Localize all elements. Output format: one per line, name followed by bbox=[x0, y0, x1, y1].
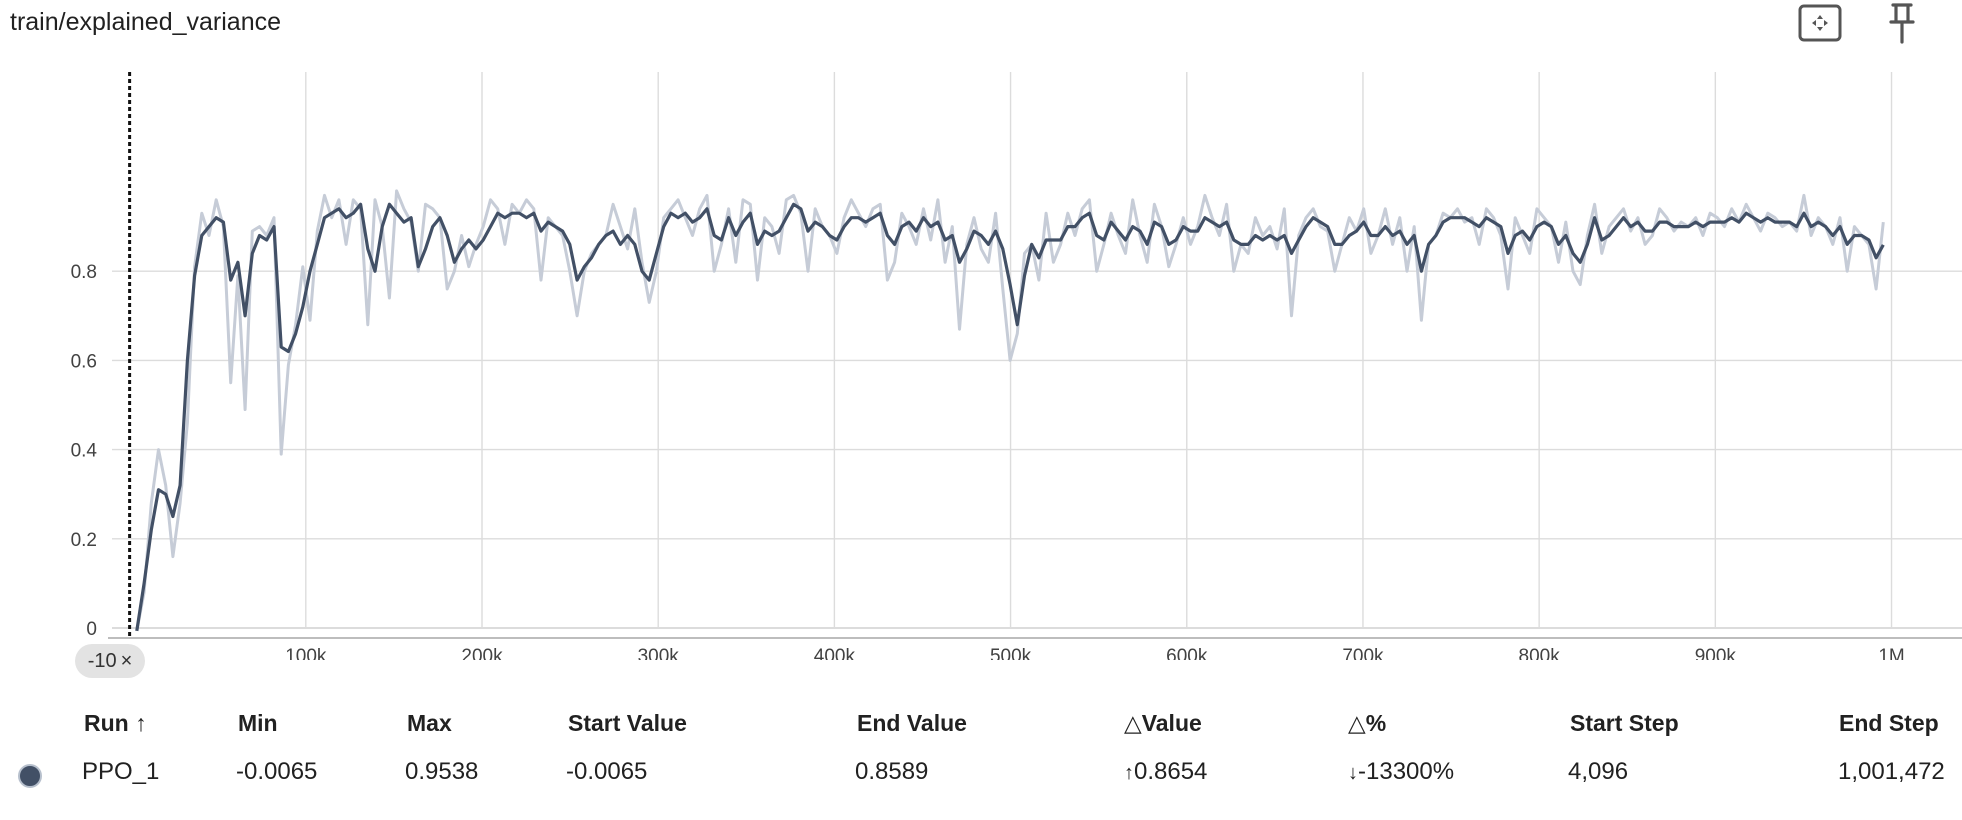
x-tick-label: 500k bbox=[990, 646, 1032, 660]
y-tick-label: 0.8 bbox=[71, 262, 97, 283]
smoothed-series-line bbox=[135, 202, 1885, 632]
cell-delta-value: ↑0.8654 bbox=[1124, 758, 1207, 786]
x-tick-label: 300k bbox=[638, 646, 680, 660]
chip-label: -10 bbox=[87, 649, 117, 672]
cell-max: 0.9538 bbox=[405, 758, 479, 785]
cell-min: -0.0065 bbox=[236, 758, 318, 785]
cell-end-step: 1,001,472 bbox=[1838, 758, 1945, 785]
down-arrow-icon: ↓ bbox=[1348, 762, 1358, 784]
column-header-delta-value[interactable]: △Value bbox=[1124, 710, 1202, 736]
up-arrow-icon: ↑ bbox=[1124, 762, 1134, 784]
fullscreen-icon bbox=[1798, 4, 1842, 42]
column-header-end-step[interactable]: End Step bbox=[1839, 710, 1939, 736]
x-tick-label: 900k bbox=[1695, 646, 1737, 660]
y-tick-label: 0.2 bbox=[71, 530, 97, 551]
y-tick-label: 0.4 bbox=[71, 441, 98, 462]
delta-value-text: 0.8654 bbox=[1134, 758, 1208, 785]
x-axis-filter-chip[interactable]: -10 × bbox=[75, 644, 145, 678]
column-header-min[interactable]: Min bbox=[238, 710, 278, 736]
x-tick-label: 1M bbox=[1878, 646, 1904, 660]
raw-series-line bbox=[135, 189, 1885, 632]
x-tick-label: 200k bbox=[461, 646, 503, 660]
x-tick-label: 100k bbox=[285, 646, 327, 660]
cell-start-value: -0.0065 bbox=[566, 758, 648, 785]
x-tick-label: 600k bbox=[1166, 646, 1208, 660]
x-axis: 100k 200k 300k 400k 500k 600k 700k 800k 900k 1M bbox=[285, 646, 1905, 660]
column-header-start-step[interactable]: Start Step bbox=[1570, 710, 1679, 736]
column-header-max[interactable]: Max bbox=[407, 710, 452, 736]
cell-start-step: 4,096 bbox=[1568, 758, 1629, 785]
column-header-delta-percent[interactable]: △% bbox=[1348, 710, 1387, 736]
column-header-start-value[interactable]: Start Value bbox=[568, 710, 687, 736]
cell-end-value: 0.8589 bbox=[855, 758, 929, 785]
pin-icon bbox=[1889, 3, 1915, 44]
column-header-end-value[interactable]: End Value bbox=[857, 710, 967, 736]
y-tick-label: 0.6 bbox=[71, 351, 97, 372]
series-group bbox=[135, 189, 1885, 632]
run-color-swatch[interactable] bbox=[18, 764, 42, 788]
delta-percent-text: -13300% bbox=[1358, 758, 1455, 785]
close-icon[interactable]: × bbox=[120, 649, 133, 672]
y-axis: 0 0.2 0.4 0.6 0.8 bbox=[71, 262, 98, 640]
cell-delta-percent: ↓-13300% bbox=[1348, 758, 1454, 786]
pin-button[interactable] bbox=[1874, 0, 1930, 46]
card-title: train/explained_variance bbox=[10, 8, 282, 36]
y-tick-label: 0 bbox=[86, 619, 97, 640]
fullscreen-button[interactable] bbox=[1792, 0, 1848, 46]
line-chart[interactable]: 0 0.2 0.4 0.6 0.8 100k 200k 300k 400k 500k 600k 70… bbox=[0, 60, 1962, 660]
x-tick-label: 400k bbox=[814, 646, 856, 660]
column-header-run[interactable]: Run ↑ bbox=[84, 710, 147, 736]
chart-grid bbox=[108, 72, 1962, 639]
x-tick-label: 700k bbox=[1342, 646, 1384, 660]
x-tick-label: 800k bbox=[1519, 646, 1561, 660]
cell-run: PPO_1 bbox=[82, 758, 160, 785]
